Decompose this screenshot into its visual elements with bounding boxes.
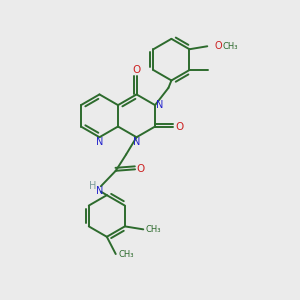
Text: N: N: [133, 137, 140, 147]
Text: CH₃: CH₃: [118, 250, 134, 259]
Text: N: N: [96, 137, 103, 147]
Text: N: N: [156, 100, 164, 110]
Text: CH₃: CH₃: [146, 225, 161, 234]
Text: H: H: [89, 181, 96, 191]
Text: O: O: [215, 41, 222, 51]
Text: N: N: [96, 186, 103, 196]
Text: O: O: [132, 65, 141, 75]
Text: CH₃: CH₃: [222, 42, 238, 51]
Text: O: O: [137, 164, 145, 174]
Text: O: O: [175, 122, 184, 131]
